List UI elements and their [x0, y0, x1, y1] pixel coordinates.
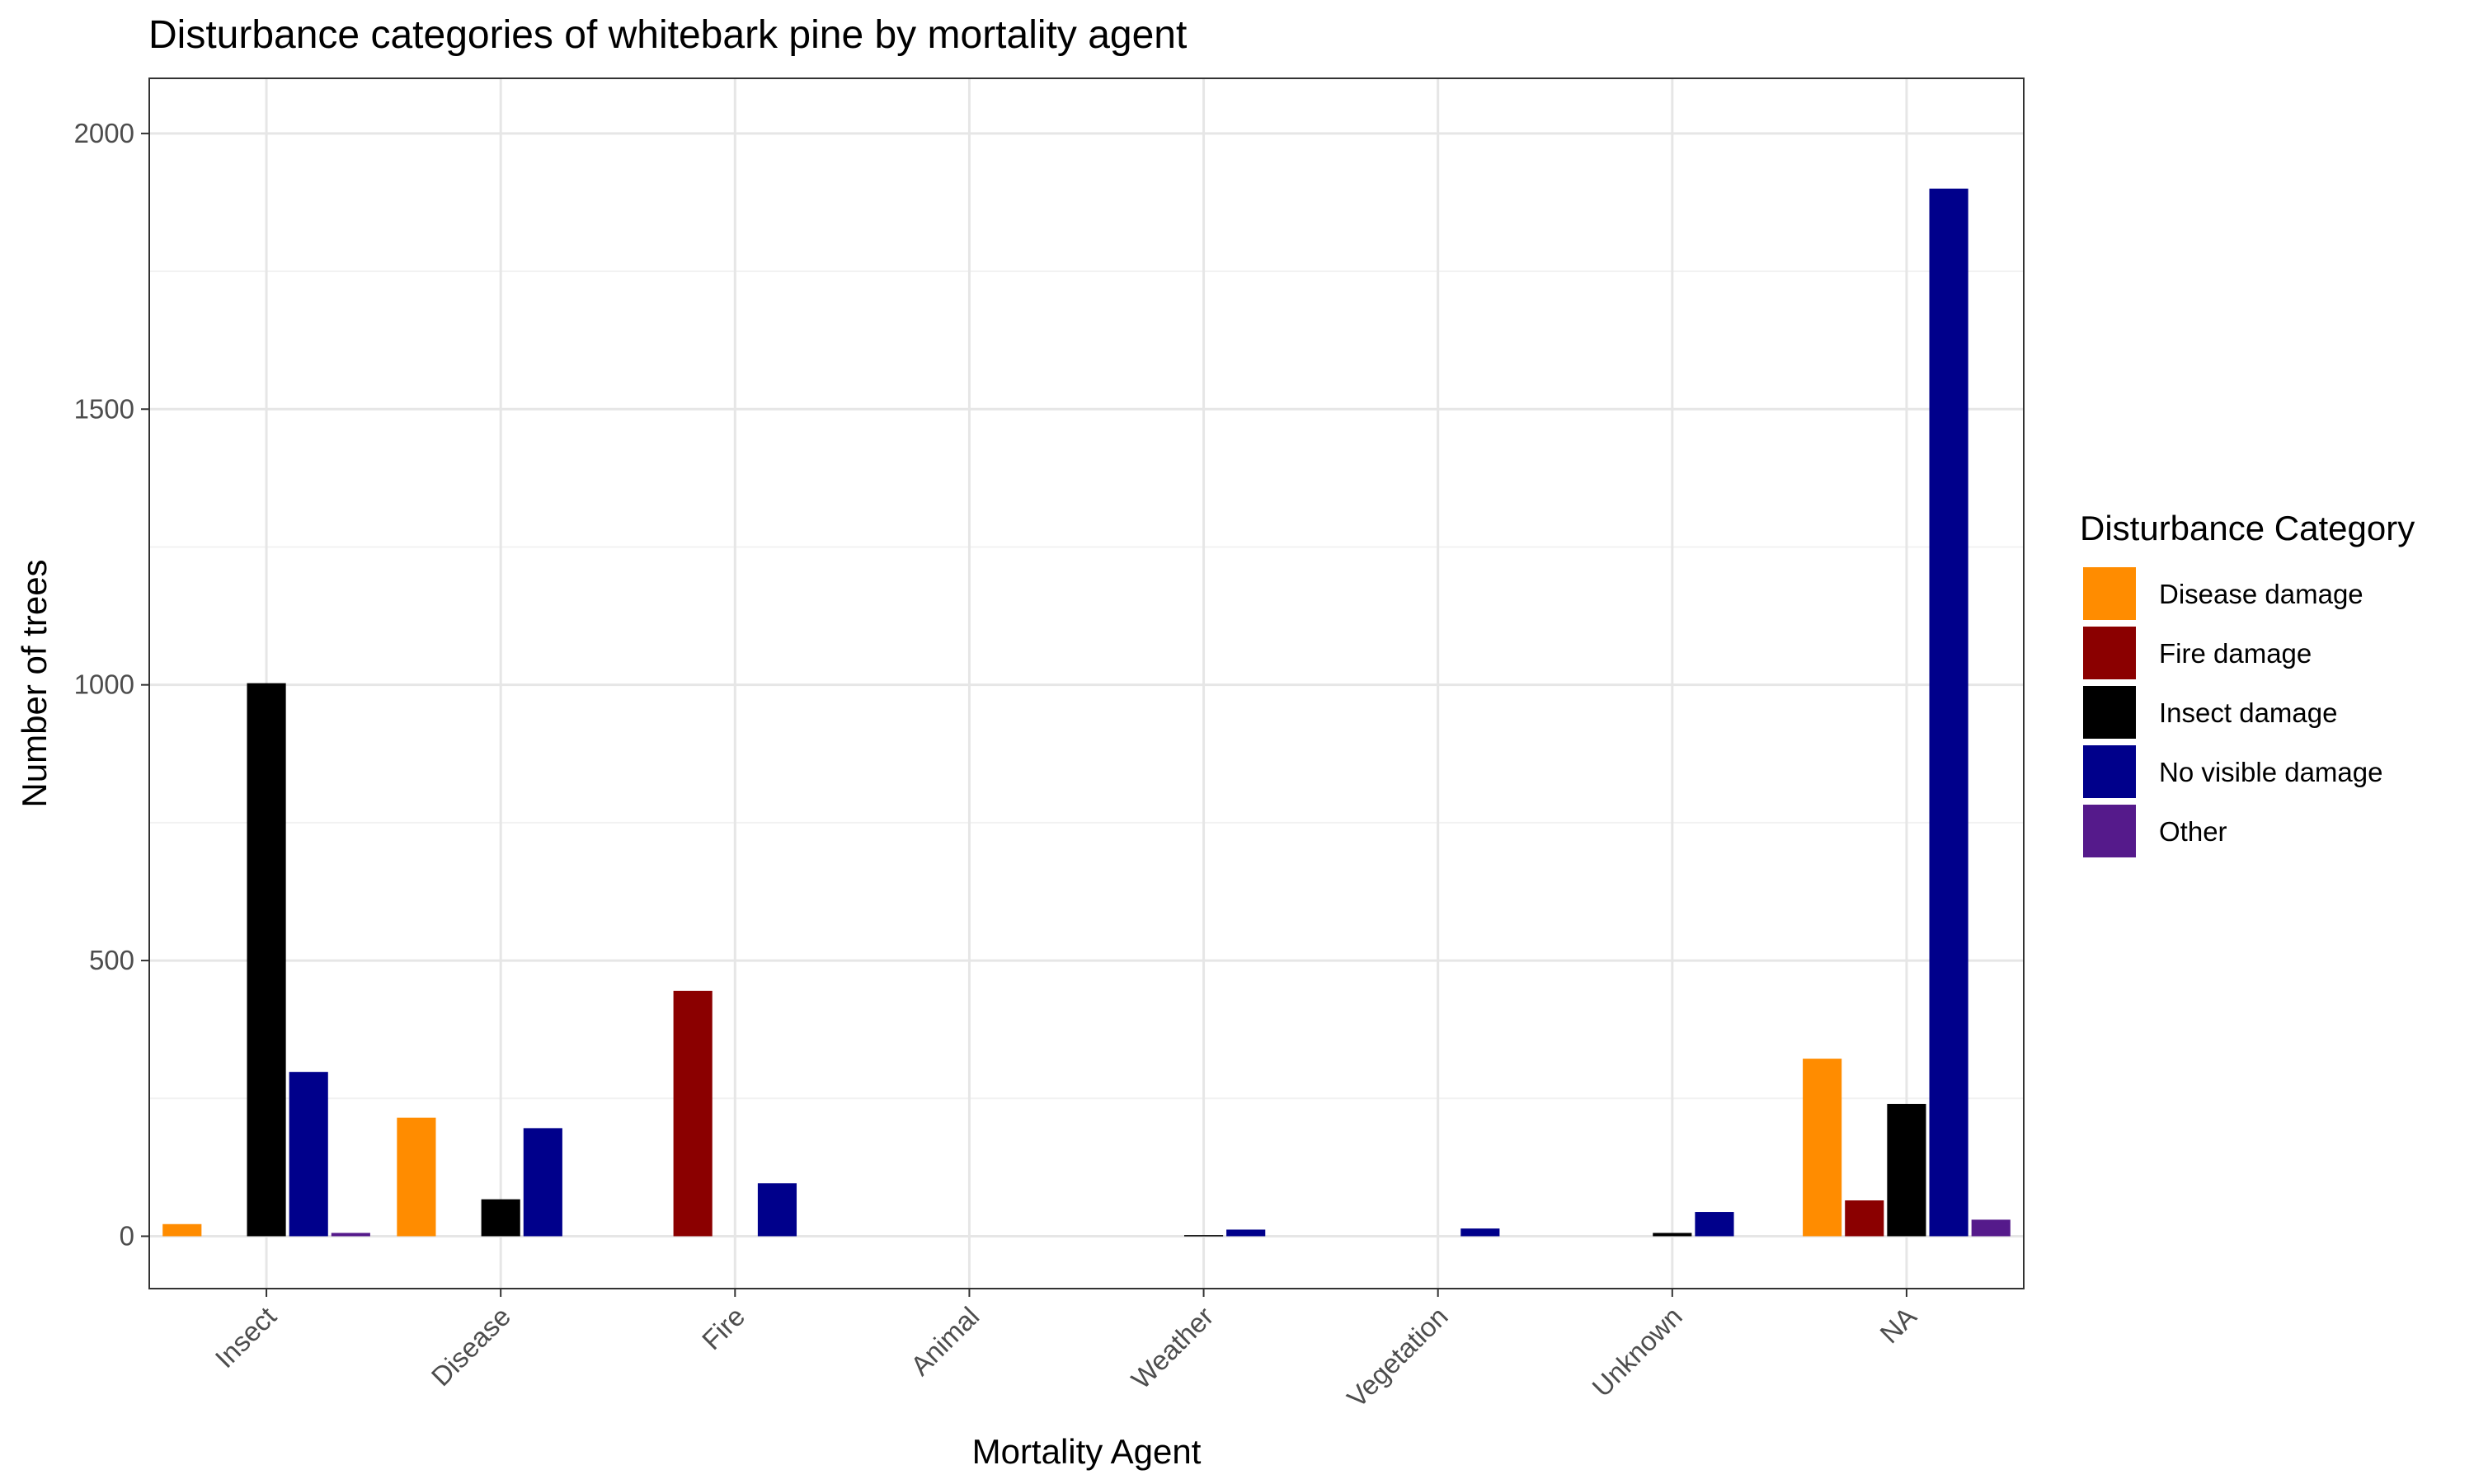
panel-background — [149, 78, 2024, 1289]
x-tick-label: Weather — [1126, 1301, 1220, 1395]
legend-label: Other — [2159, 816, 2227, 847]
bar — [162, 1223, 202, 1237]
bar — [397, 1117, 436, 1237]
y-tick-label: 2000 — [74, 118, 134, 148]
legend: Disturbance Category Disease damage Fire … — [2080, 509, 2415, 857]
y-axis: 0 500 1000 1500 2000 — [74, 118, 149, 1251]
bar — [523, 1128, 562, 1237]
bar — [1803, 1059, 1842, 1237]
legend-title: Disturbance Category — [2080, 509, 2415, 547]
x-tick-label: Disease — [426, 1301, 516, 1392]
legend-label: Fire damage — [2159, 638, 2312, 669]
bar — [331, 1233, 370, 1237]
bar — [1929, 188, 1968, 1237]
bar — [1460, 1228, 1500, 1237]
x-tick-label: Fire — [696, 1301, 750, 1355]
bar — [1887, 1103, 1926, 1237]
chart-title: Disturbance categories of whitebark pine… — [148, 13, 1187, 57]
bar — [1653, 1233, 1692, 1237]
legend-label: Insect damage — [2159, 697, 2337, 728]
legend-label: No visible damage — [2159, 757, 2382, 787]
x-tick-label: Vegetation — [1341, 1301, 1453, 1413]
legend-swatch — [2083, 627, 2136, 679]
y-axis-title: Number of trees — [15, 559, 54, 807]
y-tick-label: 1500 — [74, 393, 134, 424]
y-tick-label: 500 — [89, 945, 134, 975]
grid — [149, 78, 2024, 1289]
x-tick-label: Unknown — [1586, 1301, 1687, 1402]
legend-label: Disease damage — [2159, 579, 2363, 609]
legend-swatch — [2083, 745, 2136, 798]
bar — [247, 683, 286, 1237]
legend-swatch — [2083, 686, 2136, 739]
bar — [673, 990, 713, 1237]
bar — [481, 1199, 520, 1237]
bars — [162, 188, 2011, 1237]
bar — [1845, 1200, 1884, 1237]
bar — [757, 1183, 797, 1237]
bar — [1971, 1219, 2011, 1237]
y-tick-label: 0 — [120, 1220, 134, 1251]
legend-swatch — [2083, 567, 2136, 620]
panel-border — [148, 77, 2025, 1289]
y-tick-label: 1000 — [74, 669, 134, 700]
legend-swatch — [2083, 805, 2136, 857]
x-axis-title: Mortality Agent — [972, 1432, 1202, 1471]
bar — [289, 1072, 328, 1237]
x-tick-label: NA — [1874, 1301, 1922, 1350]
bar — [1695, 1212, 1734, 1237]
x-tick-label: Insect — [209, 1301, 282, 1374]
x-tick-label: Animal — [905, 1301, 985, 1381]
bar — [1183, 1235, 1224, 1237]
x-axis: Insect Disease Fire Animal Weather Vegetation… — [209, 1289, 1922, 1413]
bar — [1226, 1229, 1266, 1237]
